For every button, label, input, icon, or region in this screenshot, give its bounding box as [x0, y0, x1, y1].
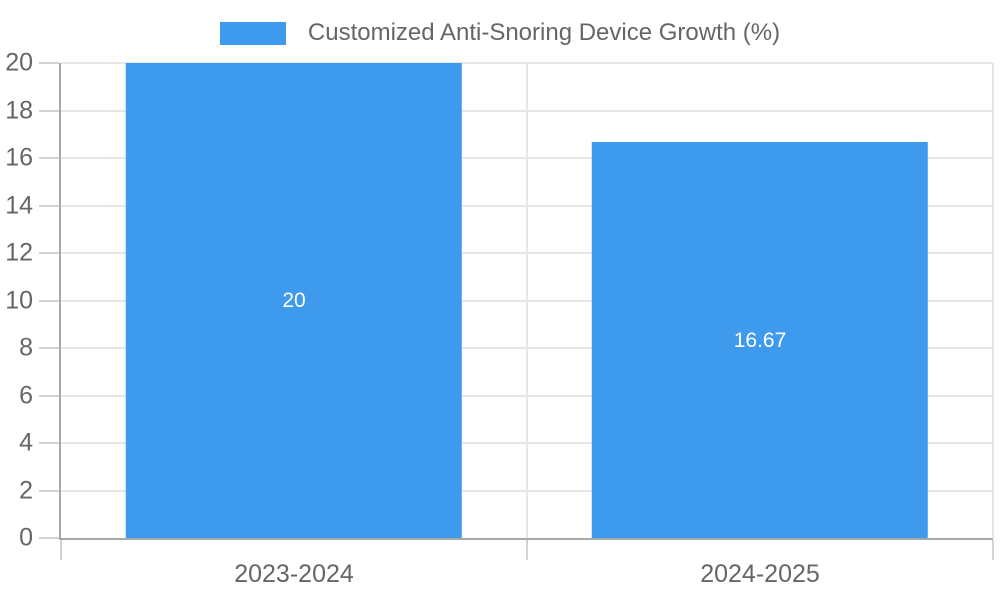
legend-swatch-icon — [219, 21, 286, 45]
x-axis-tick — [992, 540, 994, 560]
y-axis-tick-label: 12 — [5, 238, 33, 267]
y-axis-tick-label: 18 — [5, 96, 33, 124]
bar-value-label: 20 — [282, 289, 306, 312]
y-axis-tick-label: 20 — [5, 48, 33, 77]
x-axis-tick — [60, 540, 62, 560]
y-axis-tick — [39, 394, 59, 397]
y-axis-tick — [39, 299, 59, 302]
x-axis-tick — [526, 540, 528, 560]
legend-label: Customized Anti-Snoring Device Growth (%… — [307, 19, 781, 46]
y-axis-tick-label: 14 — [5, 191, 33, 219]
y-axis-tick — [39, 62, 59, 64]
y-axis-tick-label: 0 — [19, 523, 33, 552]
bar-2023-2024[interactable]: 20 — [125, 63, 463, 538]
x-axis-tick-label: 2024-2025 — [700, 560, 820, 588]
y-axis-tick-label: 16 — [5, 143, 33, 172]
y-axis-tick-label: 6 — [19, 381, 33, 409]
y-axis-tick — [39, 252, 59, 254]
bar-2024-2025[interactable]: 16.67 — [591, 142, 929, 538]
x-axis-tick-label: 2023-2024 — [234, 560, 354, 588]
y-axis-tick — [39, 347, 59, 349]
y-axis-tick — [39, 489, 59, 492]
gridline-vertical — [526, 63, 528, 538]
y-axis-tick — [39, 442, 59, 444]
y-axis-tick-label: 2 — [19, 476, 33, 504]
y-axis-tick — [39, 537, 59, 539]
y-axis-tick — [39, 157, 59, 159]
y-axis-tick-label: 4 — [19, 428, 33, 457]
legend[interactable]: Customized Anti-Snoring Device Growth (%… — [0, 21, 1000, 45]
gridline-vertical — [992, 63, 994, 538]
y-axis-tick — [39, 109, 59, 112]
plot-area: 0 2 4 6 8 10 12 14 16 18 20 2023-2024 20 2024-2025 16.… — [5, 50, 994, 587]
bar-value-label: 16.67 — [733, 328, 787, 352]
y-axis-tick — [39, 204, 59, 207]
y-axis-tick-label: 10 — [5, 286, 33, 314]
y-axis-tick-label: 8 — [19, 333, 33, 362]
